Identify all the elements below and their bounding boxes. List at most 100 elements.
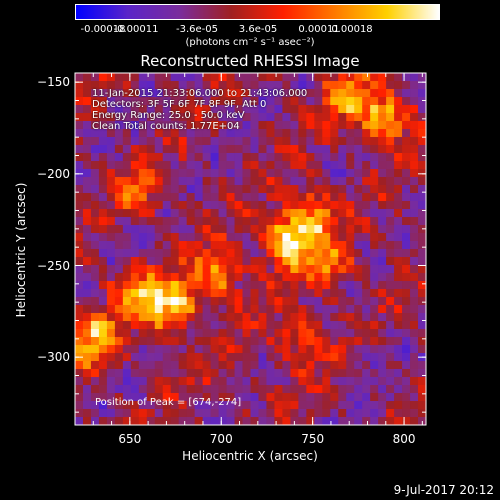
heatmap-cell [75,409,84,418]
heatmap-cell [90,257,100,266]
heatmap-cell [282,361,291,370]
heatmap-cell [210,201,219,210]
heatmap-cell [202,233,212,242]
heatmap-cell [130,81,140,90]
heatmap-cell [362,73,371,82]
heatmap-cell [218,89,227,98]
heatmap-cell [386,241,395,250]
heatmap-cell [154,145,164,154]
heatmap-cell [194,281,204,290]
heatmap-cell [146,105,156,114]
heatmap-cell [386,161,395,170]
heatmap-cell [178,225,188,234]
heatmap-cell [274,105,283,114]
heatmap-cell [314,73,323,82]
info-detectors: Detectors: 3F 5F 6F 7F 8F 9F, Att 0 [92,99,267,110]
heatmap-cell [146,153,156,162]
heatmap-cell [258,393,267,402]
heatmap-cell [266,137,275,146]
heatmap-cell [418,265,427,274]
heatmap-cell [410,385,419,394]
heatmap-cell [82,329,92,338]
heatmap-cell [178,257,188,266]
heatmap-cell [82,401,92,410]
heatmap-cell [178,353,188,362]
heatmap-cell [274,89,283,98]
heatmap-cell [242,257,251,266]
heatmap-cell [274,305,283,314]
heatmap-cell [370,393,379,402]
heatmap-cell [266,209,275,218]
heatmap-cell [146,369,156,378]
heatmap-cell [234,353,243,362]
heatmap-cell [290,81,299,90]
heatmap-cell [354,233,363,242]
heatmap-cell [82,193,92,202]
heatmap-cell [234,137,243,146]
heatmap-cell [402,289,411,298]
heatmap-cell [266,273,275,282]
heatmap-cell [274,281,283,290]
heatmap-cell [250,257,259,266]
heatmap-cell [138,185,148,194]
heatmap-cell [410,257,419,266]
heatmap-cell [106,305,116,314]
heatmap-cell [274,81,283,90]
heatmap-cell [306,241,315,250]
heatmap-cell [170,97,180,106]
heatmap-cell [146,137,156,146]
heatmap-cell [242,201,251,210]
heatmap-cell [274,273,283,282]
heatmap-cell [314,345,323,354]
heatmap-cell [354,401,363,410]
heatmap-cell [226,297,235,306]
heatmap-cell [386,385,395,394]
heatmap-cell [274,409,283,418]
heatmap-cell [138,361,148,370]
heatmap-cell [250,273,259,282]
heatmap-cell [178,89,188,98]
heatmap-cell [186,281,196,290]
heatmap-cell [146,249,156,258]
heatmap-cell [186,353,196,362]
heatmap-cell [122,377,132,386]
heatmap-cell [226,137,235,146]
heatmap-cell [114,369,124,378]
heatmap-cell [106,273,116,282]
heatmap-cell [178,97,188,106]
heatmap-cell [394,153,403,162]
heatmap-cell [410,97,419,106]
heatmap-cell [322,169,331,178]
heatmap-cell [154,225,164,234]
heatmap-cell [306,265,315,274]
heatmap-cell [370,345,379,354]
heatmap-cell [218,233,227,242]
heatmap-cell [106,321,116,330]
heatmap-cell [202,145,212,154]
heatmap-cell [418,105,427,114]
heatmap-cell [346,273,355,282]
heatmap-cell [314,257,323,266]
heatmap-cell [282,297,291,306]
heatmap-cell [90,185,100,194]
heatmap-cell [75,97,84,106]
heatmap-cell [298,401,307,410]
heatmap-cell [274,177,283,186]
heatmap-cell [82,409,92,418]
heatmap-cell [234,161,243,170]
heatmap-cell [75,273,84,282]
heatmap-cell [162,361,172,370]
heatmap-cell [378,97,387,106]
heatmap-cell [258,201,267,210]
heatmap-cell [410,401,419,410]
heatmap-cell [370,81,379,90]
heatmap-cell [186,385,196,394]
heatmap-cell [386,289,395,298]
heatmap-cell [298,201,307,210]
heatmap-cell [242,209,251,218]
heatmap-cell [106,161,116,170]
heatmap-cell [274,145,283,154]
heatmap-cell [298,313,307,322]
heatmap-cell [394,321,403,330]
heatmap-cell [114,201,124,210]
